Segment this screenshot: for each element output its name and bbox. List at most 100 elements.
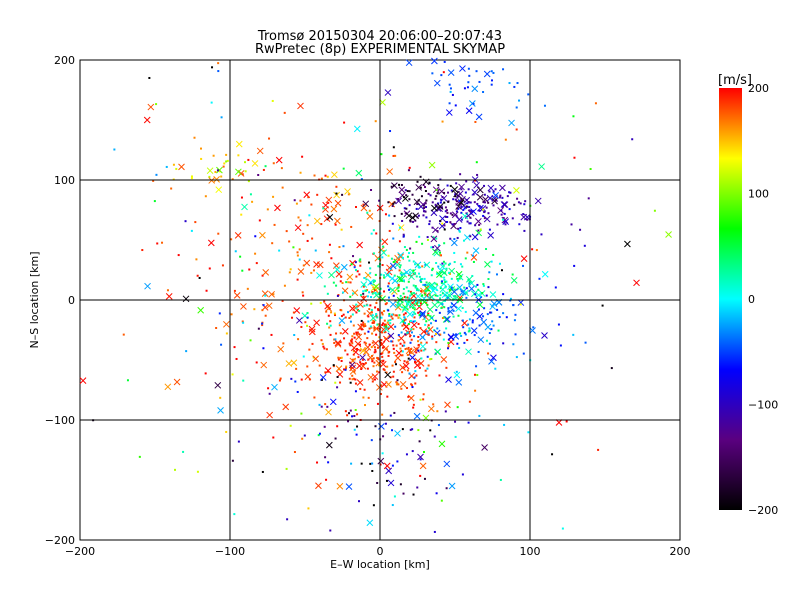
data-point bbox=[212, 154, 215, 157]
data-point bbox=[432, 403, 435, 406]
data-point bbox=[447, 200, 450, 203]
data-point bbox=[386, 365, 389, 368]
data-point-cross bbox=[325, 441, 333, 449]
data-point-cross bbox=[487, 184, 495, 192]
data-point bbox=[304, 321, 307, 324]
data-point-cross bbox=[419, 462, 427, 470]
data-point-cross bbox=[367, 279, 375, 286]
data-point bbox=[415, 207, 418, 210]
data-point-cross bbox=[385, 467, 393, 475]
data-point-cross bbox=[434, 244, 441, 252]
data-point bbox=[427, 296, 430, 299]
data-point bbox=[357, 356, 360, 359]
data-point-cross bbox=[240, 303, 247, 310]
data-point bbox=[261, 274, 264, 277]
data-point bbox=[499, 478, 502, 481]
data-point bbox=[220, 343, 223, 346]
data-point-cross bbox=[371, 373, 379, 380]
data-point bbox=[299, 219, 302, 222]
data-point bbox=[401, 371, 404, 374]
data-point bbox=[278, 249, 281, 252]
data-point bbox=[412, 269, 415, 272]
data-point bbox=[445, 267, 448, 270]
data-point bbox=[272, 293, 275, 296]
data-point bbox=[397, 283, 400, 286]
data-point bbox=[337, 356, 340, 359]
data-point bbox=[367, 358, 370, 361]
data-point bbox=[311, 342, 314, 345]
data-point bbox=[447, 307, 450, 310]
data-point bbox=[412, 328, 415, 331]
data-point bbox=[368, 261, 371, 264]
data-point bbox=[166, 289, 169, 292]
data-point bbox=[419, 327, 422, 330]
data-point bbox=[476, 283, 479, 286]
data-point bbox=[372, 321, 375, 324]
data-point-cross bbox=[316, 272, 323, 279]
data-point bbox=[584, 341, 587, 344]
data-point bbox=[218, 170, 221, 173]
data-point bbox=[468, 318, 471, 321]
data-point bbox=[424, 263, 427, 266]
data-point bbox=[306, 324, 309, 327]
data-point-cross bbox=[233, 292, 241, 299]
data-point bbox=[411, 428, 414, 431]
data-point bbox=[362, 290, 365, 293]
data-point bbox=[371, 292, 374, 295]
data-point bbox=[466, 220, 469, 223]
data-point bbox=[438, 374, 441, 377]
data-point bbox=[444, 281, 447, 284]
data-point bbox=[427, 192, 430, 195]
data-point bbox=[380, 273, 383, 276]
data-point bbox=[527, 93, 530, 96]
data-point bbox=[485, 206, 488, 209]
data-point-cross bbox=[463, 196, 471, 204]
data-point bbox=[503, 423, 506, 426]
data-point bbox=[326, 405, 329, 408]
data-point bbox=[374, 291, 377, 294]
data-point bbox=[408, 204, 411, 207]
data-point bbox=[296, 390, 299, 393]
data-point-cross bbox=[372, 283, 380, 290]
data-point bbox=[414, 286, 417, 289]
data-point bbox=[466, 86, 469, 89]
data-point-cross bbox=[517, 299, 525, 306]
data-point-cross bbox=[349, 368, 357, 375]
data-point bbox=[392, 375, 395, 378]
data-point bbox=[427, 324, 430, 327]
data-point bbox=[478, 205, 481, 208]
data-point bbox=[297, 338, 300, 341]
data-point bbox=[457, 227, 460, 230]
data-point bbox=[293, 451, 296, 454]
data-point bbox=[412, 403, 415, 406]
data-point bbox=[397, 289, 400, 292]
data-point-cross bbox=[388, 200, 396, 208]
data-point bbox=[444, 215, 447, 218]
data-point bbox=[378, 293, 381, 296]
data-point bbox=[422, 398, 425, 401]
data-point bbox=[504, 138, 507, 141]
data-point bbox=[363, 323, 366, 326]
data-point-cross bbox=[372, 339, 379, 347]
data-point-cross bbox=[256, 147, 264, 155]
data-point bbox=[502, 217, 505, 220]
data-point bbox=[454, 193, 457, 196]
data-point bbox=[412, 251, 415, 254]
data-point-cross bbox=[277, 345, 285, 353]
data-point bbox=[400, 212, 403, 215]
data-point-cross bbox=[409, 214, 416, 221]
data-point bbox=[398, 240, 401, 243]
data-point bbox=[368, 343, 371, 346]
data-point bbox=[487, 352, 490, 355]
data-point bbox=[448, 271, 451, 274]
data-point-cross bbox=[366, 213, 374, 220]
data-point bbox=[402, 233, 405, 236]
data-point bbox=[399, 226, 402, 229]
data-point bbox=[373, 288, 376, 291]
data-point bbox=[291, 316, 294, 319]
data-point-cross bbox=[414, 357, 422, 365]
data-point bbox=[420, 290, 423, 293]
colorbar-tick-label: 200 bbox=[748, 82, 769, 95]
data-point bbox=[406, 331, 409, 334]
data-point bbox=[396, 287, 399, 290]
